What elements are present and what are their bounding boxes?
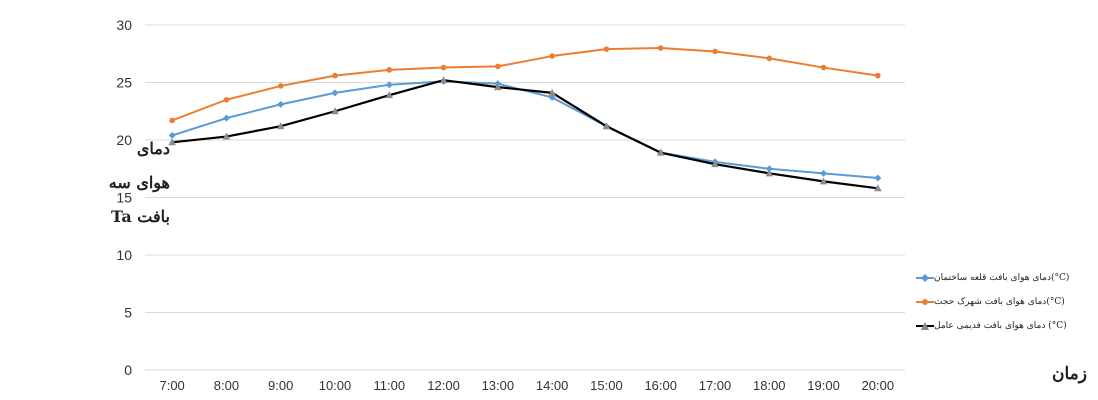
x-tick-label: 20:00: [862, 378, 895, 393]
y-axis-label-line-2: هوای سه: [108, 173, 170, 192]
data-point: [603, 46, 610, 52]
data-point: [819, 177, 828, 185]
legend-item-2: دمای هوای بافت شهرک حجت(°C): [890, 294, 1096, 318]
series-line-3: [172, 79, 878, 190]
x-tick-label: 14:00: [536, 378, 569, 393]
data-point: [440, 64, 447, 71]
data-point: [657, 45, 664, 51]
y-tick-label: 30: [116, 17, 132, 33]
y-tick-label: 5: [124, 305, 132, 321]
data-point: [765, 165, 773, 173]
data-point: [277, 83, 284, 89]
data-point: [820, 169, 828, 177]
series-3: [168, 76, 882, 192]
y-tick-label: 15: [116, 190, 132, 206]
y-axis-label-line-1: دمای: [136, 139, 170, 158]
y-axis-label-line-3: بافت Ta: [110, 207, 170, 226]
data-point: [276, 122, 285, 130]
data-point: [875, 72, 881, 79]
x-tick-label: 18:00: [753, 378, 786, 393]
x-tick-label: 17:00: [699, 378, 732, 393]
legend: دمای هوای بافت قلعه ساختمان(°C) دمای هوا…: [890, 270, 1096, 342]
data-point: [765, 169, 774, 177]
x-axis-label: زمان: [1052, 364, 1087, 384]
series-lines: [168, 45, 882, 192]
x-tick-label: 16:00: [644, 378, 677, 393]
data-point: [820, 64, 827, 71]
data-point: [385, 81, 393, 89]
legend-item-1: دمای هوای بافت قلعه ساختمان(°C): [890, 270, 1096, 294]
data-point: [331, 89, 339, 97]
series-line-2: [171, 47, 879, 122]
data-point: [766, 55, 773, 62]
data-point: [439, 76, 448, 84]
data-point: [656, 148, 665, 156]
data-point: [548, 88, 556, 96]
data-point: [386, 67, 393, 73]
legend-item-3: دمای هوای بافت قدیمی عامل (°C): [890, 318, 1096, 342]
data-point: [494, 83, 502, 91]
series-1: [168, 77, 882, 182]
data-point: [168, 138, 176, 146]
legend-label-3: دمای هوای بافت قدیمی عامل (°C): [934, 321, 1067, 331]
x-axis-ticks: 7:00 8:00 9:00 10:00 11:00 12:00 13:00 14:00 15:…: [159, 378, 894, 393]
x-tick-label: 12:00: [427, 378, 460, 393]
x-tick-label: 7:00: [159, 378, 184, 393]
x-tick-label: 11:00: [373, 378, 405, 393]
series-2: [169, 45, 881, 124]
y-tick-label: 25: [116, 75, 132, 91]
legend-marker-3: [916, 322, 934, 330]
x-tick-label: 9:00: [268, 378, 293, 393]
x-tick-label: 15:00: [590, 378, 623, 393]
series-line-1: [171, 80, 878, 179]
x-tick-label: 8:00: [214, 378, 239, 393]
data-point: [711, 160, 719, 168]
data-point: [602, 122, 611, 130]
data-point: [495, 63, 501, 70]
y-axis-ticks: 0 5 10 15 20 25 30: [116, 17, 132, 378]
y-tick-label: 0: [124, 362, 132, 378]
data-point: [549, 53, 555, 59]
data-point: [385, 91, 394, 99]
y-tick-label: 10: [116, 247, 132, 263]
data-point: [223, 96, 230, 103]
data-point: [874, 174, 882, 182]
x-tick-label: 13:00: [482, 378, 515, 393]
data-point: [331, 107, 339, 115]
gridlines: [145, 24, 905, 371]
data-point: [168, 131, 176, 139]
x-tick-label: 19:00: [807, 378, 840, 393]
data-point: [874, 184, 882, 192]
data-point: [277, 100, 285, 108]
data-point: [169, 117, 175, 124]
y-axis-label: دمای هوای سه بافت Ta: [100, 132, 170, 234]
y-tick-label: 20: [116, 132, 132, 148]
data-point: [332, 72, 338, 79]
legend-marker-2: [916, 299, 934, 305]
x-tick-label: 10:00: [319, 378, 352, 393]
data-point: [712, 48, 718, 55]
legend-marker-1: [916, 274, 934, 282]
legend-label-1: دمای هوای بافت قلعه ساختمان(°C): [934, 273, 1070, 283]
data-point: [222, 114, 230, 122]
data-point: [222, 132, 231, 140]
legend-label-2: دمای هوای بافت شهرک حجت(°C): [934, 297, 1065, 307]
